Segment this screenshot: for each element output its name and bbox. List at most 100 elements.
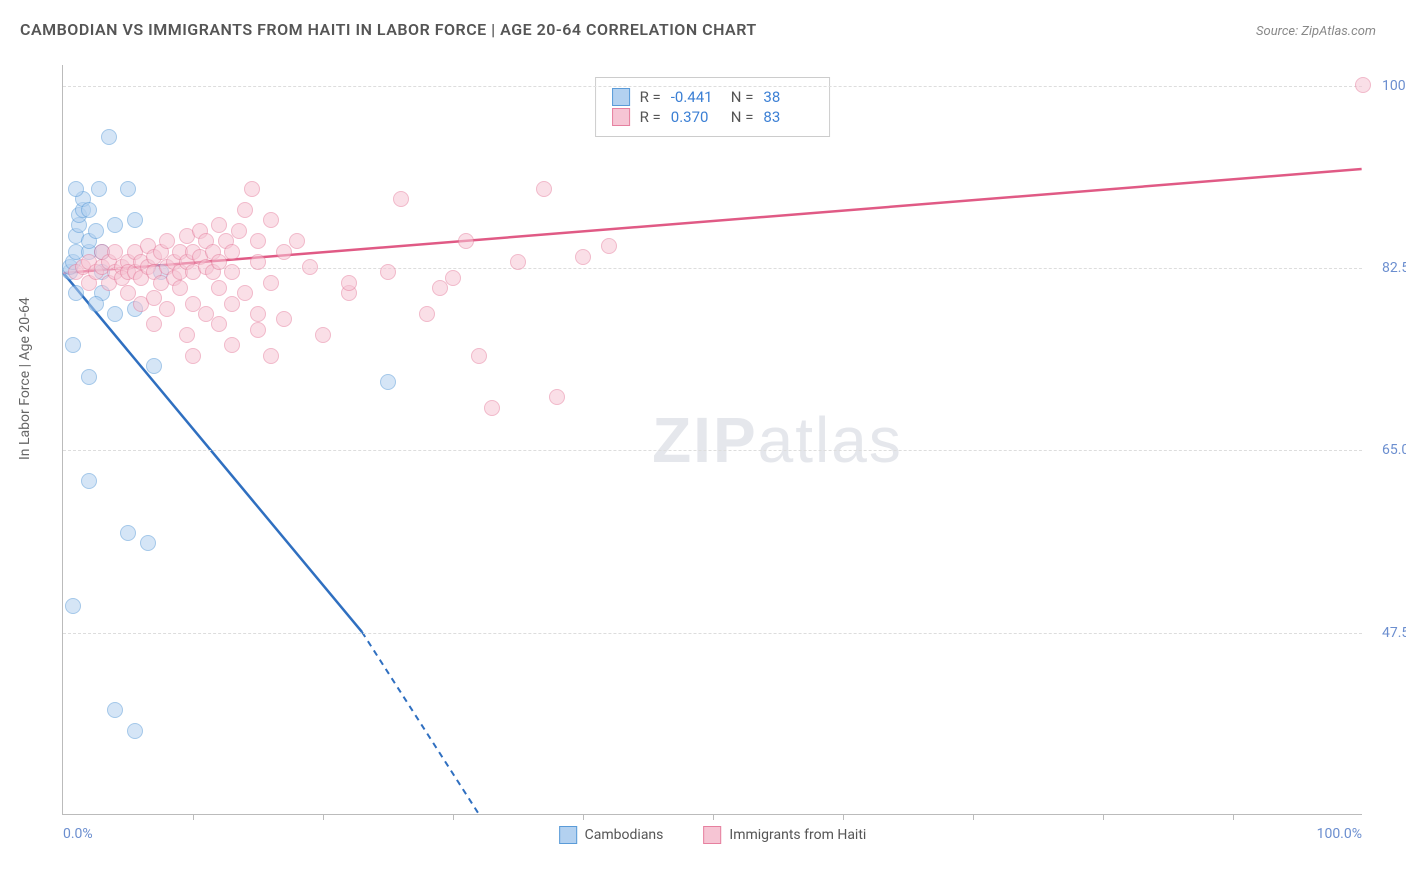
scatter-point (146, 358, 162, 374)
gridline-h (63, 86, 1362, 87)
stat-n-label: N = (731, 108, 754, 126)
scatter-point (380, 264, 396, 280)
x-axis-min-label: 0.0% (63, 826, 93, 842)
scatter-point (211, 217, 227, 233)
x-tick (843, 814, 844, 820)
scatter-point (211, 280, 227, 296)
x-axis-max-label: 100.0% (1317, 826, 1362, 842)
scatter-point (107, 702, 123, 718)
series-legend: Cambodians Immigrants from Haiti (559, 826, 867, 844)
stat-r-label: R = (640, 88, 661, 106)
scatter-point (263, 348, 279, 364)
stat-r-label: R = (640, 108, 661, 126)
plot-area: ZIPatlas R = -0.441N = 38R = 0.370N = 83… (62, 65, 1362, 815)
legend-swatch (612, 108, 630, 126)
scatter-point (211, 316, 227, 332)
scatter-point (250, 322, 266, 338)
scatter-point (231, 223, 247, 239)
scatter-point (68, 285, 84, 301)
legend-label: Cambodians (585, 827, 664, 843)
x-tick (193, 814, 194, 820)
scatter-point (250, 254, 266, 270)
scatter-point (81, 202, 97, 218)
scatter-point (263, 275, 279, 291)
stat-r-value: 0.370 (671, 108, 721, 126)
scatter-point (224, 337, 240, 353)
scatter-point (432, 280, 448, 296)
scatter-point (127, 212, 143, 228)
scatter-point (549, 389, 565, 405)
legend-label: Immigrants from Haiti (729, 827, 866, 843)
scatter-point (341, 275, 357, 291)
scatter-point (302, 259, 318, 275)
scatter-point (237, 202, 253, 218)
scatter-point (81, 473, 97, 489)
scatter-point (445, 270, 461, 286)
trend-lines-layer (63, 65, 1362, 814)
x-tick (583, 814, 584, 820)
scatter-point (88, 223, 104, 239)
x-tick (1233, 814, 1234, 820)
scatter-point (68, 181, 84, 197)
scatter-point (107, 217, 123, 233)
scatter-point (276, 244, 292, 260)
scatter-point (146, 316, 162, 332)
scatter-point (315, 327, 331, 343)
x-tick (323, 814, 324, 820)
x-tick (713, 814, 714, 820)
scatter-point (65, 337, 81, 353)
scatter-point (179, 327, 195, 343)
scatter-point (250, 233, 266, 249)
stat-n-value: 38 (763, 88, 813, 106)
y-tick-label: 47.5% (1372, 625, 1406, 641)
y-tick-label: 100.0% (1372, 78, 1406, 94)
scatter-point (185, 348, 201, 364)
scatter-point (263, 212, 279, 228)
scatter-point (1355, 77, 1371, 93)
y-tick-label: 65.0% (1372, 442, 1406, 458)
scatter-point (484, 400, 500, 416)
stat-r-value: -0.441 (671, 88, 721, 106)
scatter-point (159, 301, 175, 317)
trend-line-extrapolated (362, 632, 479, 814)
x-tick (973, 814, 974, 820)
scatter-point (510, 254, 526, 270)
stats-row: R = 0.370N = 83 (612, 108, 814, 126)
scatter-point (140, 535, 156, 551)
scatter-point (471, 348, 487, 364)
scatter-point (88, 296, 104, 312)
scatter-point (107, 306, 123, 322)
scatter-point (101, 129, 117, 145)
gridline-h (63, 450, 1362, 451)
scatter-point (224, 264, 240, 280)
scatter-point (237, 285, 253, 301)
scatter-point (224, 296, 240, 312)
scatter-point (289, 233, 305, 249)
scatter-point (575, 249, 591, 265)
y-axis-label: In Labor Force | Age 20-64 (17, 297, 33, 460)
stat-n-label: N = (731, 88, 754, 106)
legend-swatch (559, 826, 577, 844)
x-tick (453, 814, 454, 820)
chart-title: CAMBODIAN VS IMMIGRANTS FROM HAITI IN LA… (20, 20, 757, 39)
y-tick-label: 82.5% (1372, 260, 1406, 276)
x-tick (1103, 814, 1104, 820)
scatter-point (601, 238, 617, 254)
chart-container: In Labor Force | Age 20-64 ZIPatlas R = … (20, 55, 1390, 865)
scatter-point (393, 191, 409, 207)
source-attribution: Source: ZipAtlas.com (1256, 24, 1376, 39)
scatter-point (91, 181, 107, 197)
scatter-point (127, 723, 143, 739)
scatter-point (120, 181, 136, 197)
scatter-point (276, 311, 292, 327)
scatter-point (244, 181, 260, 197)
scatter-point (380, 374, 396, 390)
scatter-point (65, 598, 81, 614)
legend-swatch (612, 88, 630, 106)
scatter-point (224, 244, 240, 260)
scatter-point (419, 306, 435, 322)
stats-row: R = -0.441 N = 38 (612, 88, 814, 106)
scatter-point (172, 280, 188, 296)
scatter-point (250, 306, 266, 322)
scatter-point (120, 525, 136, 541)
